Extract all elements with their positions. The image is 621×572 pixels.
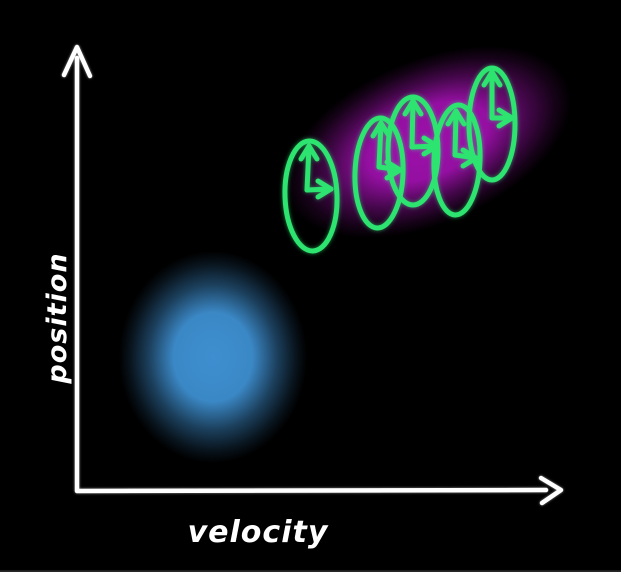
sample-ellipse	[466, 65, 518, 183]
up-arrow	[304, 143, 312, 193]
up-arrow	[452, 108, 459, 158]
up-arrowhead-icon	[481, 69, 503, 88]
y-axis-arrowhead-icon	[61, 44, 93, 79]
axes-lines	[74, 55, 549, 494]
x-axis-arrowhead-icon	[538, 475, 564, 506]
right-arrowhead-icon	[496, 107, 515, 129]
bottom-edge-highlight	[0, 570, 621, 572]
up-arrowhead-icon	[298, 143, 320, 162]
up-arrow	[409, 98, 416, 150]
sample-ellipse	[282, 138, 340, 254]
axes	[61, 44, 564, 506]
uncertainty-blobs	[119, 45, 572, 463]
up-arrow	[376, 120, 384, 170]
y-axis-label: position	[42, 252, 73, 384]
up-arrowhead-icon	[445, 108, 467, 127]
right-arrowhead-icon	[315, 178, 334, 200]
blue-position-uncertainty-blob	[119, 251, 307, 463]
sample-ellipses-group	[282, 65, 518, 254]
up-arrowhead-icon	[402, 98, 424, 117]
x-axis-label: velocity	[188, 515, 329, 550]
up-arrowhead-icon	[370, 120, 392, 139]
